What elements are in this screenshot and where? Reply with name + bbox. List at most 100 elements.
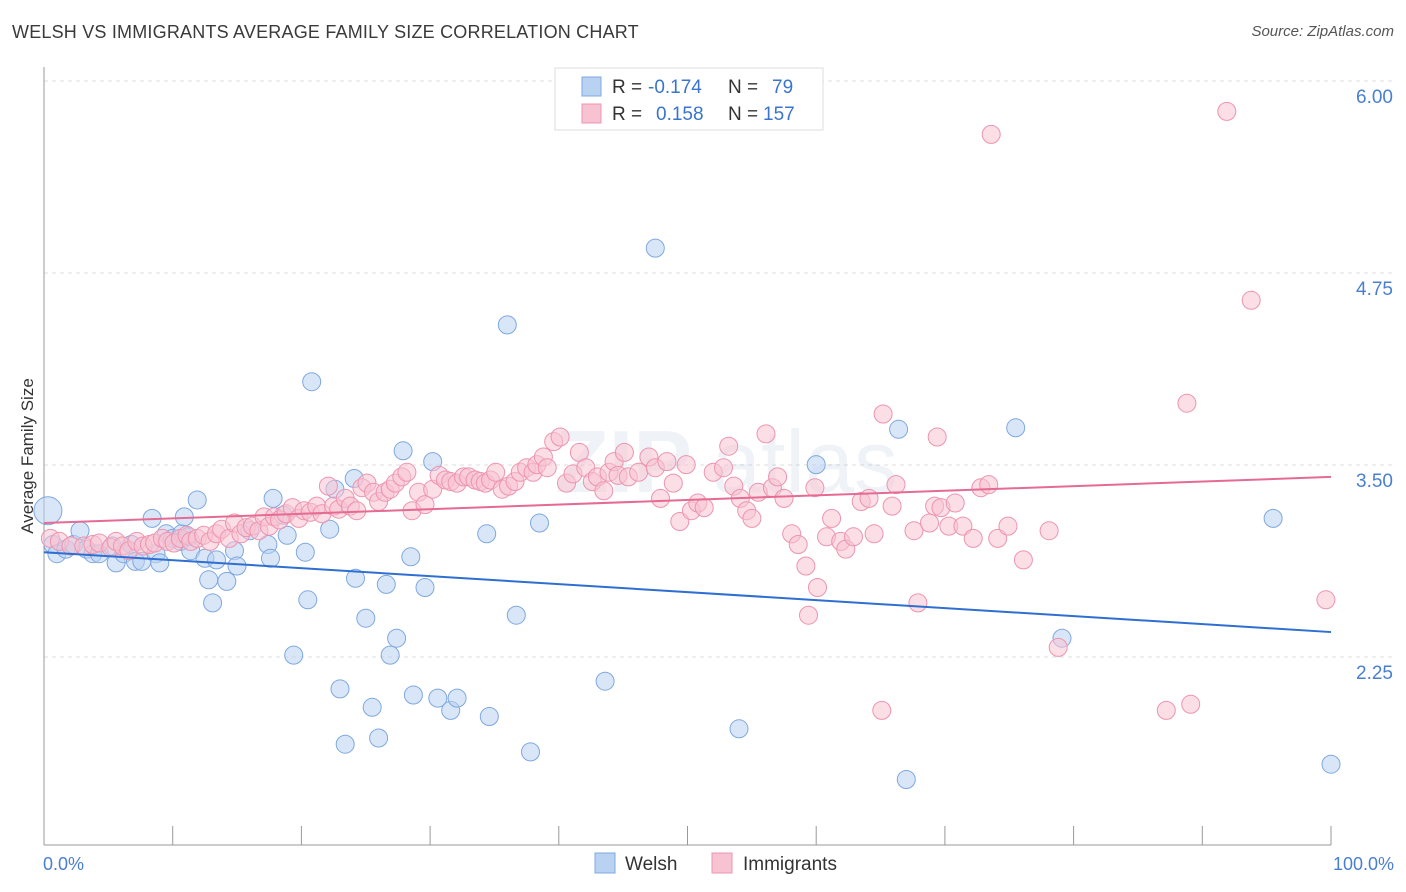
- immigrant-point: [1217, 101, 1237, 121]
- welsh-point: [330, 679, 350, 699]
- legend-bottom-welsh-swatch: [594, 852, 616, 874]
- immigrant-point: [908, 593, 928, 613]
- legend-top: R = -0.174 N = 79 R = 0.158 N = 157: [554, 67, 824, 131]
- legend-welsh-n-value: 79: [772, 77, 793, 98]
- y-axis-label: Average Family Size: [18, 378, 37, 534]
- immigrant-point: [651, 488, 670, 508]
- welsh-point: [428, 688, 448, 708]
- immigrant-point: [614, 442, 634, 462]
- welsh-point: [447, 688, 467, 708]
- immigrant-point: [998, 516, 1018, 536]
- immigrant-point: [859, 488, 879, 508]
- y-tick-label: 6.00: [1356, 87, 1393, 108]
- immigrant-point: [927, 427, 947, 447]
- legend-immigrants-n-value: 157: [763, 104, 795, 125]
- immigrant-point: [537, 458, 557, 478]
- welsh-point: [896, 770, 916, 789]
- immigrant-point: [1316, 590, 1336, 610]
- immigrant-point: [788, 535, 808, 554]
- immigrant-point: [844, 527, 863, 547]
- immigrant-point: [979, 475, 999, 495]
- welsh-point: [227, 556, 247, 576]
- immigrant-point: [873, 404, 893, 424]
- legend-immigrants-r-value: 0.158: [656, 104, 704, 125]
- immigrants-trend-line: [43, 475, 1332, 525]
- legend-welsh-r-label: R =: [612, 77, 642, 98]
- welsh-point: [302, 372, 322, 392]
- welsh-point: [187, 490, 207, 510]
- immigrant-point: [663, 473, 683, 493]
- welsh-point: [203, 593, 223, 613]
- legend-immigrants-r-label: R =: [612, 104, 642, 125]
- immigrant-point: [694, 498, 714, 518]
- immigrant-point: [1156, 700, 1176, 720]
- immigrant-point: [796, 556, 816, 576]
- x-tick-label-max: 100.0%: [1333, 854, 1394, 874]
- legend-welsh-swatch: [581, 76, 602, 97]
- welsh-point: [261, 548, 280, 568]
- welsh-point: [369, 728, 389, 748]
- welsh-point: [1263, 508, 1283, 528]
- immigrant-point: [988, 528, 1008, 548]
- immigrant-point: [882, 496, 902, 516]
- welsh-point: [401, 547, 421, 567]
- welsh-point: [479, 707, 499, 726]
- immigrant-point: [808, 578, 827, 597]
- welsh-point: [497, 315, 517, 335]
- immigrant-point: [864, 524, 884, 544]
- immigrant-point: [397, 462, 417, 482]
- y-tick-labels: 2.25 3.50 4.75 6.00: [1356, 87, 1393, 684]
- welsh-point: [277, 525, 297, 545]
- welsh-trend-line: [43, 551, 1332, 634]
- immigrant-point: [629, 462, 649, 482]
- immigrant-point: [963, 528, 983, 548]
- welsh-point: [477, 524, 497, 544]
- immigrant-point: [1177, 393, 1197, 413]
- immigrant-point: [756, 424, 776, 444]
- welsh-point: [729, 719, 749, 739]
- immigrant-point: [318, 476, 338, 496]
- welsh-point: [1321, 754, 1341, 774]
- welsh-point: [217, 571, 237, 591]
- welsh-point: [199, 570, 219, 590]
- chart-title: WELSH VS IMMIGRANTS AVERAGE FAMILY SIZE …: [12, 22, 639, 42]
- welsh-point: [645, 238, 665, 258]
- y-tick-label: 4.75: [1356, 279, 1393, 300]
- welsh-point: [403, 685, 423, 705]
- y-tick-label: 2.25: [1356, 663, 1393, 684]
- x-tick-marks: [172, 826, 1332, 845]
- legend-bottom-immigrants-swatch: [711, 852, 733, 874]
- welsh-point: [393, 441, 413, 461]
- immigrant-point: [1181, 694, 1201, 714]
- immigrant-point: [981, 124, 1001, 144]
- immigrant-point: [1241, 290, 1261, 310]
- immigrant-point: [822, 508, 842, 528]
- welsh-point: [415, 578, 435, 597]
- legend-immigrants-swatch: [581, 103, 602, 124]
- immigrant-point: [486, 462, 506, 482]
- legend-immigrants-n-label: N =: [728, 104, 758, 125]
- welsh-point: [298, 590, 318, 610]
- welsh-point: [521, 742, 540, 762]
- immigrant-point: [1013, 550, 1033, 570]
- welsh-point: [506, 605, 526, 625]
- welsh-point: [263, 488, 283, 508]
- welsh-point: [595, 671, 615, 691]
- welsh-point: [889, 419, 909, 439]
- welsh-point: [380, 645, 400, 665]
- immigrant-point: [714, 458, 733, 478]
- source-label: Source: ZipAtlas.com: [1251, 23, 1394, 40]
- immigrant-point: [594, 481, 614, 501]
- welsh-point: [207, 550, 226, 570]
- y-tick-label: 3.50: [1356, 471, 1393, 492]
- welsh-point: [33, 496, 63, 526]
- immigrant-point: [768, 467, 788, 487]
- immigrant-point: [742, 508, 762, 528]
- immigrant-point: [1048, 637, 1068, 657]
- welsh-point: [320, 519, 340, 539]
- welsh-point: [1006, 418, 1026, 438]
- legend-bottom: Welsh Immigrants: [594, 852, 837, 875]
- immigrant-point: [719, 436, 739, 456]
- gridlines: [44, 80, 1392, 658]
- immigrant-point: [904, 521, 924, 541]
